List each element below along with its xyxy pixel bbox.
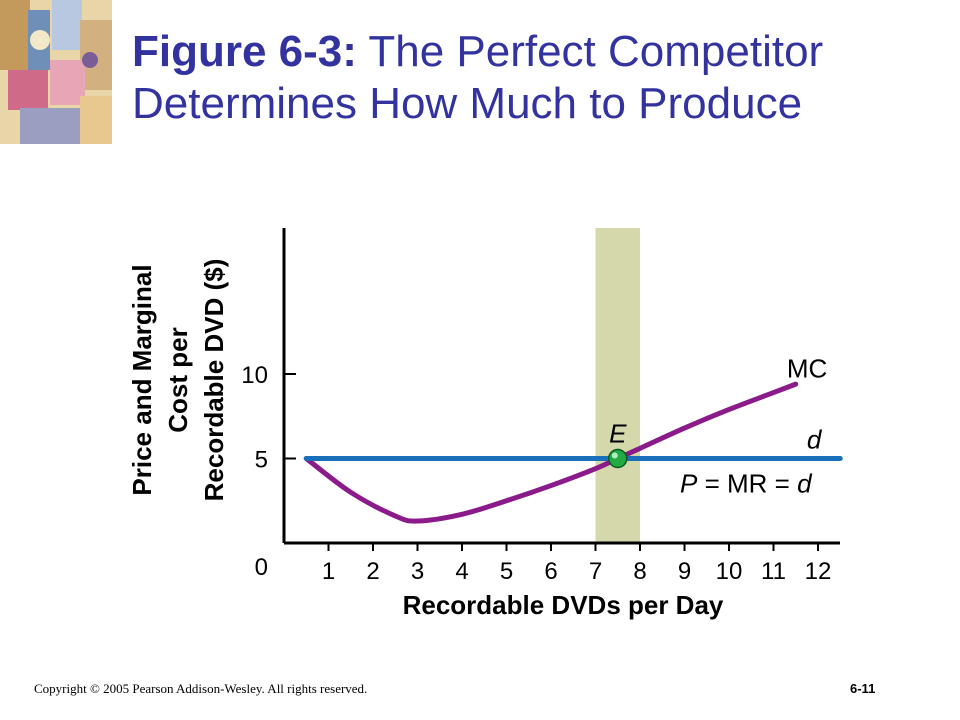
origin-label: 0 [255, 554, 268, 581]
x-tick-label: 6 [544, 558, 557, 585]
x-tick-label: 3 [411, 558, 424, 585]
page-number: 6-11 [850, 681, 876, 696]
y-axis-label-line: Recordable DVD ($) [199, 259, 229, 502]
x-tick-label: 7 [589, 558, 602, 585]
title-lead: Figure 6-3: [132, 27, 357, 76]
shaded-band [595, 228, 640, 543]
x-tick-label: 11 [761, 558, 786, 585]
x-axis-label: Recordable DVDs per Day [403, 590, 724, 620]
x-tick-label: 2 [366, 558, 379, 585]
title-rest: The Perfect Competitor Determines How Mu… [132, 27, 824, 128]
d-label: d [807, 425, 823, 455]
slide-decoration-art [0, 0, 112, 144]
x-tick-label: 9 [678, 558, 691, 585]
x-tick-label: 10 [716, 558, 743, 585]
pmr-label: P = MR = d [680, 469, 813, 499]
y-tick-label: 10 [241, 362, 268, 389]
y-tick-label: 5 [255, 447, 268, 474]
point-e-highlight [611, 452, 618, 459]
copyright-text: Copyright © 2005 Pearson Addison-Wesley.… [34, 681, 368, 696]
point-e-label: E [609, 419, 627, 449]
x-tick-label: 5 [500, 558, 513, 585]
y-axis-label-line: Cost per [163, 327, 193, 432]
series-mc-line [303, 381, 799, 524]
x-tick-label: 12 [805, 558, 832, 585]
x-tick-label: 4 [455, 558, 468, 585]
mc-label: MC [787, 353, 827, 383]
slide-title: Figure 6-3: The Perfect Competitor Deter… [132, 26, 932, 130]
point-e-marker [608, 448, 628, 469]
y-axis-label: Price and Marginal Cost per Recordable DVD… [127, 259, 229, 502]
x-tick-label: 8 [633, 558, 646, 585]
x-tick-label: 1 [322, 558, 335, 585]
y-axis-label-line: Price and Marginal [127, 264, 157, 495]
